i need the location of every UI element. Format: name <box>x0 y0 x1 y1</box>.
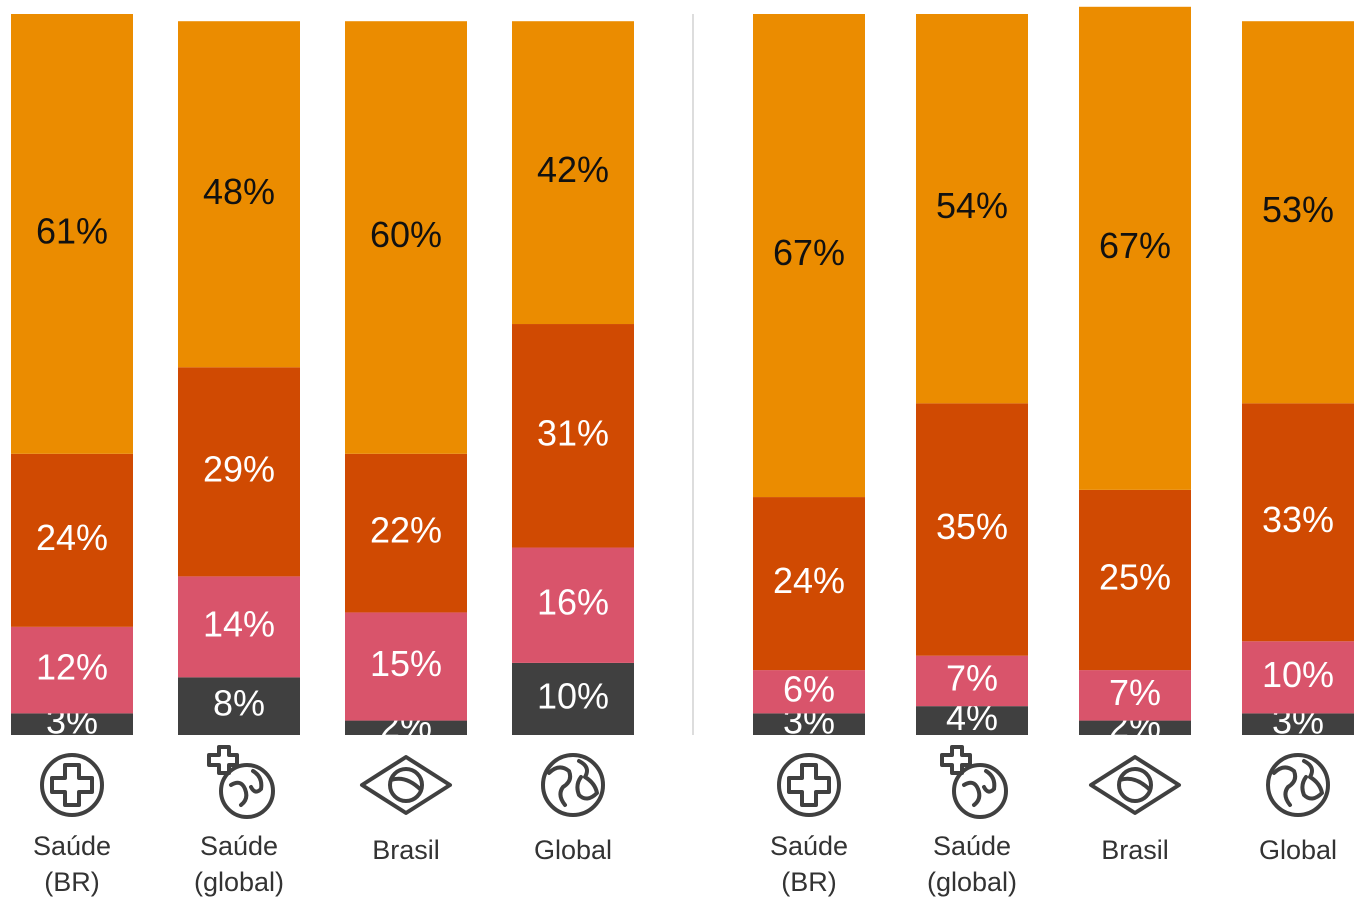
bar-segment <box>916 403 1028 656</box>
bar-segment <box>1079 670 1191 721</box>
category-icon <box>207 745 275 819</box>
value-label: 16% <box>537 582 609 623</box>
bar-segment <box>1079 6 1191 490</box>
value-label: 8% <box>213 683 265 724</box>
bar-segment <box>178 367 300 577</box>
icon-land <box>962 769 997 807</box>
x-tick-label: Brasil <box>372 835 440 865</box>
icon-circle <box>40 753 104 817</box>
bar-segment <box>178 677 300 735</box>
icon-ball <box>388 767 424 803</box>
bar-segment <box>753 14 865 498</box>
icon-circle <box>777 753 841 817</box>
value-label: 25% <box>1099 557 1171 598</box>
value-label: 12% <box>36 647 108 688</box>
icon-diamond <box>1089 755 1181 815</box>
bar-segment <box>345 720 467 735</box>
value-label: 10% <box>537 675 609 716</box>
icon-globe <box>1266 753 1330 817</box>
value-label: 42% <box>537 149 609 190</box>
icon-land <box>547 759 599 807</box>
value-label: 6% <box>783 668 835 709</box>
category-icon <box>40 753 104 817</box>
bar-segment <box>11 713 133 735</box>
bar-segment <box>1242 641 1354 714</box>
icon-land <box>1272 759 1324 807</box>
category-icon <box>541 753 605 817</box>
bar-segment <box>916 706 1028 735</box>
icon-diamond <box>360 755 452 815</box>
bar-segment <box>1242 403 1354 642</box>
value-label: 31% <box>537 412 609 453</box>
bar-segment <box>178 21 300 368</box>
bar-segment <box>916 14 1028 404</box>
value-label: 67% <box>1099 225 1171 266</box>
value-label: 48% <box>203 171 275 212</box>
value-label: 61% <box>36 210 108 251</box>
x-tick-label: Global <box>1259 835 1337 865</box>
value-label: 60% <box>370 214 442 255</box>
bar-segment <box>753 713 865 735</box>
value-label: 67% <box>773 232 845 273</box>
bar-segment <box>1079 720 1191 735</box>
value-label: 14% <box>203 603 275 644</box>
bar-segment <box>512 21 634 325</box>
icon-band <box>1118 776 1152 792</box>
bar-segment <box>753 497 865 671</box>
icon-globe <box>219 763 275 819</box>
x-tick-label: Global <box>534 835 612 865</box>
icon-globe <box>541 753 605 817</box>
category-icon <box>777 753 841 817</box>
bar-segment <box>916 655 1028 707</box>
x-tick-label: Saúde (BR) <box>33 831 111 897</box>
bar-segment <box>512 547 634 663</box>
icon-land <box>229 769 264 807</box>
value-label: 33% <box>1262 499 1334 540</box>
value-label: 7% <box>946 657 998 698</box>
icon-globe <box>952 763 1008 819</box>
icon-ball <box>1117 767 1153 803</box>
x-tick-label: Saúde (global) <box>927 831 1017 897</box>
bar-segment <box>11 626 133 714</box>
icon-cross <box>787 763 831 807</box>
category-icon <box>940 745 1008 819</box>
bar-segment <box>1242 713 1354 735</box>
x-tick-label: Saúde (BR) <box>770 831 848 897</box>
bar-segment <box>753 670 865 714</box>
value-label: 15% <box>370 643 442 684</box>
bar-segment <box>1079 489 1191 671</box>
category-icon <box>360 755 452 815</box>
icon-cross <box>50 763 94 807</box>
icon-band <box>389 776 423 792</box>
bar-segment <box>512 324 634 548</box>
value-label: 22% <box>370 510 442 551</box>
value-label: 53% <box>1262 189 1334 230</box>
value-label: 24% <box>773 560 845 601</box>
value-label: 54% <box>936 185 1008 226</box>
bar-segment <box>11 14 133 454</box>
value-label: 24% <box>36 517 108 558</box>
x-tick-label: Saúde (global) <box>194 831 284 897</box>
bar-segment <box>178 576 300 678</box>
bar-segment <box>345 612 467 721</box>
bar-segment <box>345 453 467 613</box>
category-icon <box>1089 755 1181 815</box>
value-label: 7% <box>1109 672 1161 713</box>
value-label: 29% <box>203 448 275 489</box>
bar-segment <box>11 453 133 627</box>
value-label: 10% <box>1262 654 1334 695</box>
value-label: 35% <box>936 506 1008 547</box>
bar-segment <box>345 21 467 454</box>
bar-segment <box>1242 21 1354 404</box>
x-tick-label: Brasil <box>1101 835 1169 865</box>
category-icon <box>1266 753 1330 817</box>
bar-segment <box>512 662 634 735</box>
